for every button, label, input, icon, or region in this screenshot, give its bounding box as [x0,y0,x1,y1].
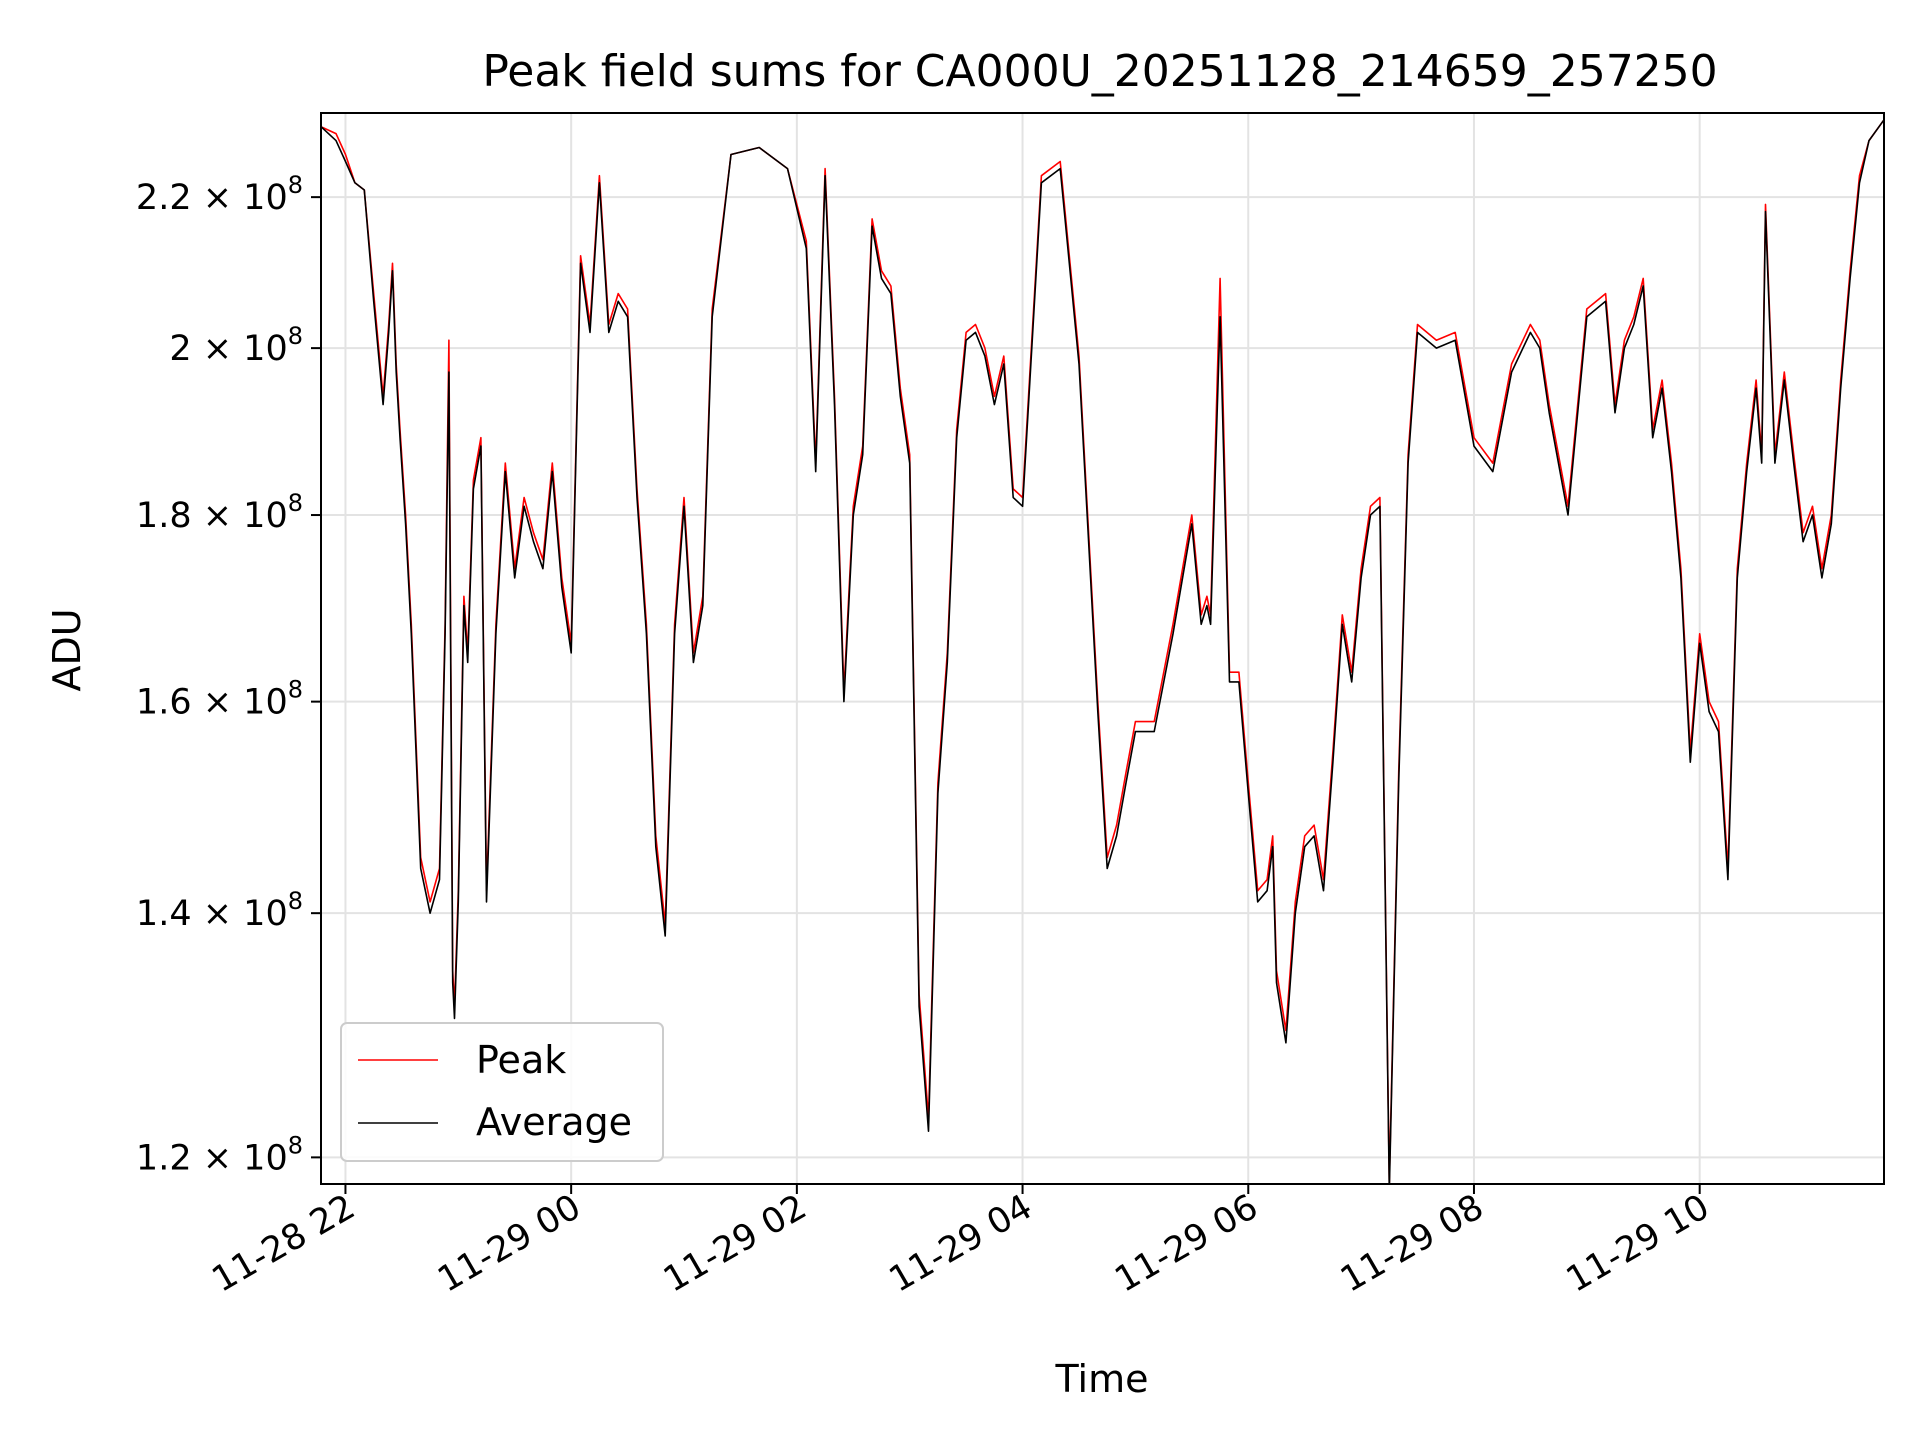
legend-label-average: Average [476,1100,632,1144]
y-tick-label: 1.6 × 108 [136,676,303,723]
plot-frame [320,112,1885,1185]
chart-title: Peak field sums for CA000U_20251128_2146… [482,46,1717,97]
y-tick-label: 2 × 108 [169,322,303,369]
legend-label-peak: Peak [476,1038,566,1082]
y-axis-label: ADU [45,608,89,691]
series-group [321,119,1884,1184]
series-line-average [321,119,1884,1184]
y-tick-label: 1.2 × 108 [136,1131,303,1178]
y-axis: 1.2 × 108 1.4 × 108 1.6 × 108 1.8 × 108 2 × … [136,171,321,1178]
y-tick-label: 2.2 × 108 [136,171,303,218]
x-axis-label: Time [1055,1357,1149,1401]
y-tick-label: 1.4 × 108 [136,887,303,934]
y-tick-label: 1.8 × 108 [136,489,303,536]
legend-box [340,1022,664,1162]
legend: Peak Average [340,1022,664,1162]
